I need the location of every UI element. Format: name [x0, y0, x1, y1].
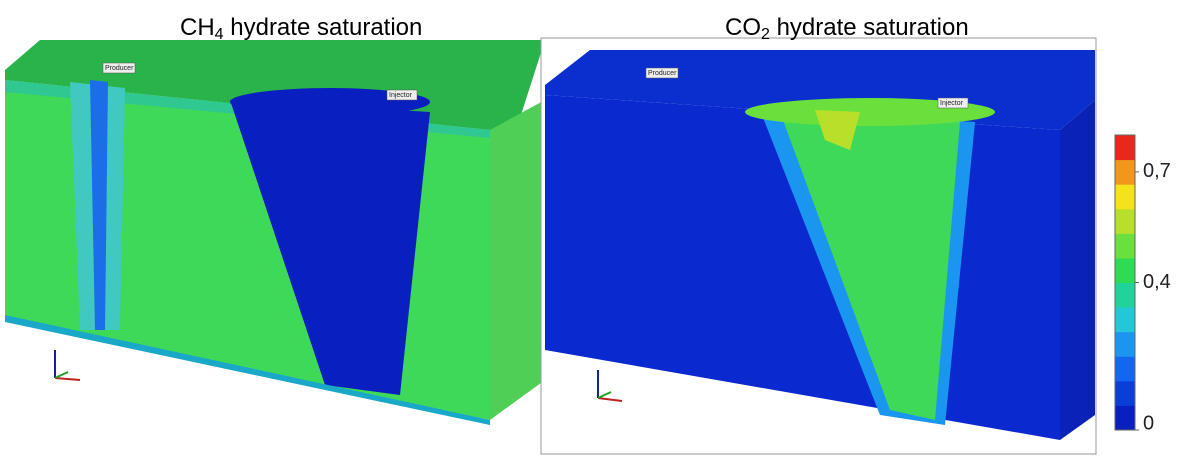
ch4-block — [5, 40, 545, 425]
colorbar: 0 0,4 0,7 — [1114, 134, 1171, 434]
plume-core — [780, 112, 960, 420]
colorbar-label: 0,7 — [1143, 160, 1171, 182]
producer-core — [90, 80, 108, 330]
well-tag — [937, 97, 969, 109]
well-label: Injector — [940, 100, 964, 107]
colorbar-segment — [1115, 282, 1135, 308]
axis-y — [54, 371, 69, 379]
bottom-edge — [5, 315, 490, 425]
colorbar-segment — [1115, 331, 1135, 357]
colorbar-segment — [1115, 380, 1135, 406]
co2-block — [545, 50, 1095, 440]
well-label: Producer — [105, 65, 134, 72]
axis-x — [54, 377, 81, 381]
side-face — [1060, 100, 1095, 440]
side-face — [490, 100, 545, 420]
axis-y — [597, 391, 612, 399]
panel-title: CO2 hydrate saturation — [725, 14, 969, 43]
well-label: Injector — [389, 92, 413, 99]
well-tag — [386, 89, 418, 101]
colorbar-segment — [1115, 184, 1135, 210]
injector-plume — [745, 98, 995, 126]
injection-wedge — [230, 100, 430, 395]
colorbar-segment — [1115, 307, 1135, 333]
colorbar-segment — [1115, 135, 1135, 161]
panel-title: CH4 hydrate saturation — [180, 14, 422, 43]
well-label: Producer — [648, 70, 677, 77]
plume-peak — [815, 110, 860, 150]
colorbar-segment — [1115, 159, 1135, 185]
colorbar-segment — [1115, 233, 1135, 259]
well-tag — [645, 67, 679, 79]
colorbar-segment — [1115, 208, 1135, 234]
colorbar-segment — [1115, 405, 1135, 431]
colorbar-segment — [1115, 356, 1135, 382]
colorbar-segment — [1115, 257, 1135, 283]
injector-plume — [230, 88, 430, 116]
well-tag — [102, 62, 136, 74]
colorbar-label: 0 — [1143, 412, 1154, 434]
colorbar-label: 0,4 — [1143, 271, 1171, 293]
axis-x — [597, 397, 623, 402]
